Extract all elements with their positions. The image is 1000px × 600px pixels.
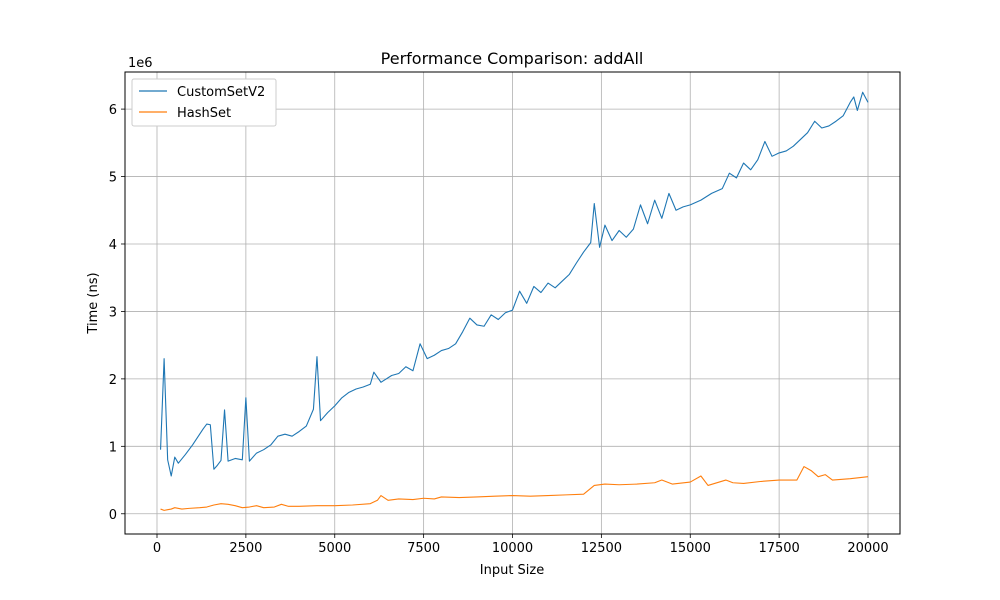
series-line-hashset	[160, 466, 869, 511]
series-line-customsetv2	[160, 91, 869, 477]
x-tick-label: 10000	[492, 541, 533, 556]
y-axis-title: Time (ns)	[86, 272, 101, 334]
chart-title: Performance Comparison: addAll	[381, 49, 644, 68]
x-tick-label: 12500	[581, 541, 622, 556]
y-tick-label: 0	[109, 508, 117, 523]
y-tick-label: 3	[109, 305, 117, 320]
series-layer	[160, 91, 869, 511]
y-axis-scale-label: 1e6	[128, 56, 153, 71]
x-tick-label: 20000	[847, 541, 888, 556]
legend: CustomSetV2 HashSet	[131, 78, 277, 127]
x-tick-label: 17500	[758, 541, 799, 556]
x-tick-label: 15000	[670, 541, 711, 556]
grid	[125, 72, 900, 534]
x-tick-label: 5000	[318, 541, 351, 556]
x-axis: 0 2500 5000 7500 10000 12500 15000 17500 20000	[153, 534, 889, 556]
y-tick-label: 1	[109, 440, 117, 455]
y-axis: 0 1 2 3 4 5 6	[109, 103, 125, 523]
legend-label-customsetv2: CustomSetV2	[177, 85, 265, 100]
x-tick-label: 7500	[407, 541, 440, 556]
legend-box	[131, 78, 277, 127]
y-tick-label: 6	[109, 103, 117, 118]
y-tick-label: 5	[109, 171, 117, 186]
legend-label-hashset: HashSet	[177, 106, 231, 121]
x-tick-label: 0	[153, 541, 161, 556]
x-axis-title: Input Size	[480, 563, 544, 578]
x-tick-label: 2500	[229, 541, 262, 556]
y-tick-label: 4	[109, 238, 117, 253]
y-tick-label: 2	[109, 373, 117, 388]
